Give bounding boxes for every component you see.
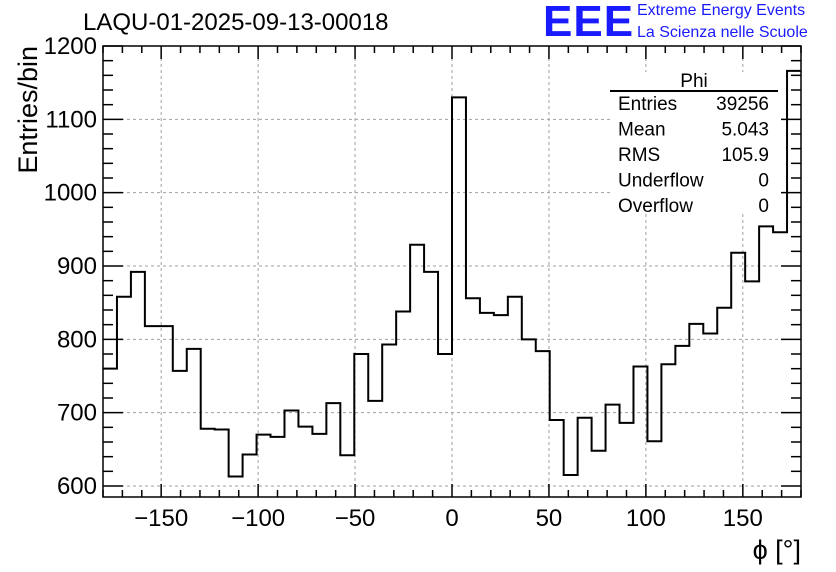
- stats-value: 0: [758, 171, 769, 192]
- stats-value: 0: [758, 196, 769, 217]
- stats-label: Underflow: [618, 171, 704, 192]
- page-title: LAQU-01-2025-09-13-00018: [83, 9, 389, 36]
- y-tick-label: 700: [57, 400, 97, 427]
- x-tick-label: 50: [536, 505, 563, 532]
- stats-label: Mean: [618, 120, 666, 141]
- x-tick-label: 150: [723, 505, 763, 532]
- y-tick-label: 1100: [45, 106, 97, 133]
- x-tick-label: 0: [445, 505, 458, 532]
- stats-box-background: [610, 72, 778, 212]
- y-tick-label: 600: [57, 473, 97, 500]
- histogram-series: [103, 69, 801, 478]
- eee-logo: EEE: [543, 0, 635, 46]
- stats-label: Overflow: [618, 196, 693, 217]
- y-tick-label: 900: [57, 253, 97, 280]
- logo-subtitle-line2: La Scienza nelle Scuole: [637, 24, 808, 41]
- x-tick-labels: −150 −100 −50 0 50 100 150: [134, 505, 763, 532]
- stats-value: 39256: [716, 94, 769, 115]
- logo-subtitle-line1: Extreme Energy Events: [637, 2, 806, 19]
- y-tick-label: 1000: [44, 180, 97, 207]
- stats-label: Entries: [618, 94, 677, 115]
- stats-box: Phi Entries 39256 Mean 5.043 RMS 105.9 Underfl…: [610, 71, 778, 217]
- stats-rows: Entries 39256 Mean 5.043 RMS 105.9 Underflow 0 O…: [618, 94, 769, 217]
- x-tick-label: −150: [134, 505, 188, 532]
- stats-value: 105.9: [721, 145, 769, 166]
- y-tick-labels: 600 700 800 900 1000 1100 1200: [44, 33, 97, 500]
- stats-label: RMS: [618, 145, 660, 166]
- axis-ticks: [102, 45, 802, 497]
- stats-value: 5.043: [721, 120, 769, 141]
- y-tick-label: 800: [57, 326, 97, 353]
- y-tick-label: 1200: [44, 33, 97, 60]
- x-tick-label: −50: [335, 505, 376, 532]
- y-axis-title: Entries/bin: [13, 46, 43, 174]
- x-tick-label: −100: [231, 505, 285, 532]
- x-axis-title: ϕ [°]: [753, 535, 801, 565]
- x-tick-label: 100: [626, 505, 666, 532]
- stats-box-title: Phi: [680, 71, 707, 92]
